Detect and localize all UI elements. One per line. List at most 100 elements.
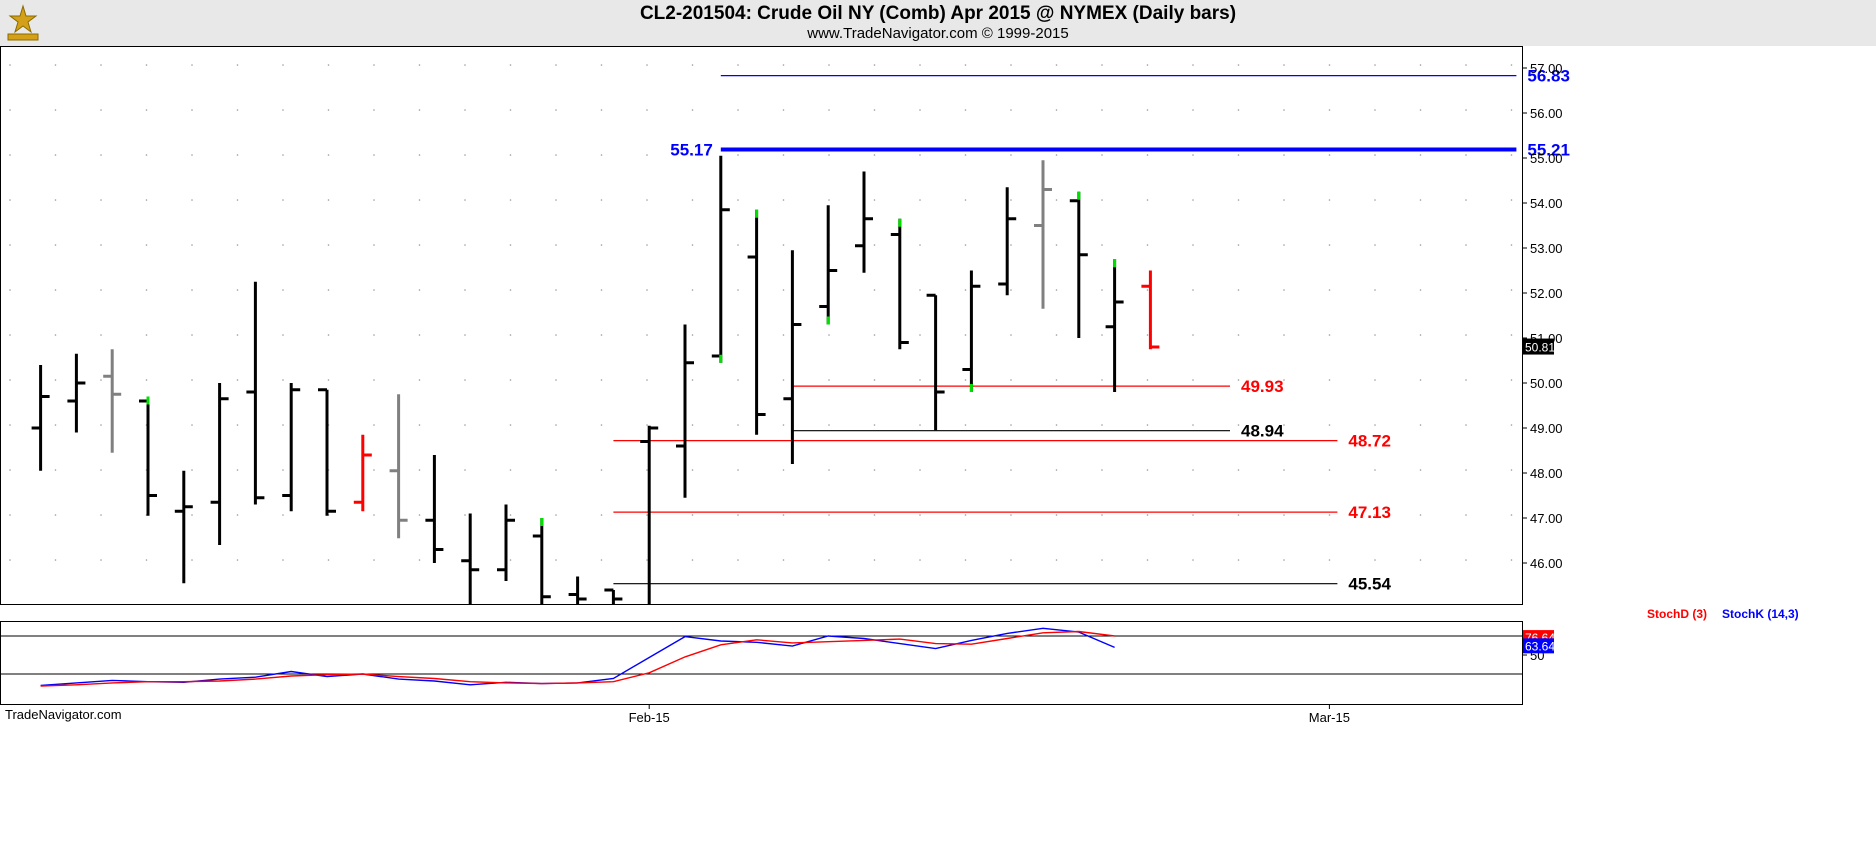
grid-dot bbox=[1192, 469, 1194, 471]
grid-dot bbox=[464, 244, 466, 246]
grid-dot bbox=[236, 469, 239, 471]
grid-dot bbox=[191, 64, 193, 66]
grid-dot bbox=[282, 289, 284, 291]
grid-dot bbox=[145, 334, 148, 336]
grid-dot bbox=[828, 334, 830, 336]
grid-dot bbox=[1283, 289, 1285, 291]
chart-title: CL2-201504: Crude Oil NY (Comb) Apr 2015… bbox=[639, 3, 1237, 24]
ohlc-bar bbox=[174, 470, 193, 584]
grid-dot bbox=[1283, 514, 1285, 516]
grid-dot bbox=[145, 109, 148, 111]
grid-dot bbox=[9, 379, 11, 381]
grid-dot bbox=[1055, 334, 1058, 336]
grid-dot bbox=[1283, 424, 1285, 426]
grid-dot bbox=[782, 244, 785, 246]
grid-dot bbox=[600, 154, 603, 156]
grid-dot bbox=[1146, 559, 1149, 561]
grid-dot bbox=[373, 379, 375, 381]
grid-dot bbox=[1237, 154, 1240, 156]
grid-dot bbox=[9, 244, 11, 246]
grid-dot bbox=[236, 244, 239, 246]
grid-dot bbox=[1055, 154, 1058, 156]
x-axis-area bbox=[0, 706, 1876, 863]
grid-dot bbox=[1510, 199, 1513, 201]
grid-dot bbox=[1374, 289, 1376, 291]
ohlc-bar bbox=[246, 281, 265, 505]
grid-dot bbox=[737, 559, 739, 561]
grid-dot bbox=[418, 109, 421, 111]
grid-dot bbox=[1192, 514, 1194, 516]
grid-dot bbox=[1283, 469, 1285, 471]
grid-dot bbox=[282, 64, 284, 66]
grid-dot bbox=[1146, 289, 1149, 291]
grid-dot bbox=[1237, 109, 1240, 111]
grid-dot bbox=[1101, 109, 1103, 111]
grid-dot bbox=[782, 379, 785, 381]
grid-dot bbox=[236, 379, 239, 381]
grid-dot bbox=[964, 424, 967, 426]
grid-dot bbox=[1237, 334, 1240, 336]
grid-dot bbox=[327, 199, 330, 201]
grid-dot bbox=[1419, 289, 1422, 291]
grid-dot bbox=[919, 244, 921, 246]
grid-dot bbox=[418, 424, 421, 426]
grid-dot bbox=[100, 109, 102, 111]
grid-dot bbox=[873, 334, 876, 336]
grid-dot bbox=[600, 469, 603, 471]
grid-dot bbox=[100, 64, 102, 66]
grid-dot bbox=[1192, 199, 1194, 201]
grid-dot bbox=[1465, 424, 1467, 426]
grid-dot bbox=[964, 559, 967, 561]
ohlc-bar bbox=[318, 388, 336, 516]
grid-dot bbox=[1465, 559, 1467, 561]
price-axis-label: 48.00 bbox=[1530, 466, 1563, 481]
grid-dot bbox=[1328, 334, 1331, 336]
grid-dot bbox=[1010, 469, 1012, 471]
grid-dot bbox=[1465, 64, 1467, 66]
ohlc-bar bbox=[819, 205, 838, 325]
grid-dot bbox=[1510, 424, 1513, 426]
grid-dot bbox=[464, 289, 466, 291]
grid-dot bbox=[1010, 109, 1012, 111]
grid-dot bbox=[1101, 469, 1103, 471]
grid-dot bbox=[646, 469, 648, 471]
grid-dot bbox=[1010, 559, 1012, 561]
grid-dot bbox=[100, 199, 102, 201]
grid-dot bbox=[282, 424, 284, 426]
grid-dot bbox=[964, 244, 967, 246]
price-axis-label: 47.00 bbox=[1530, 511, 1563, 526]
grid-dot bbox=[1146, 154, 1149, 156]
ohlc-bar bbox=[747, 209, 766, 435]
grid-dot bbox=[919, 334, 921, 336]
grid-dot bbox=[1055, 109, 1058, 111]
grid-dot bbox=[1510, 289, 1513, 291]
grid-dot bbox=[555, 154, 557, 156]
grid-dot bbox=[191, 244, 193, 246]
grid-dot bbox=[1419, 154, 1422, 156]
grid-dot bbox=[1465, 334, 1467, 336]
grid-dot bbox=[1101, 64, 1103, 66]
last-price-box bbox=[1523, 338, 1554, 355]
grid-dot bbox=[1465, 469, 1467, 471]
grid-dot bbox=[1374, 199, 1376, 201]
level-label: 45.54 bbox=[1348, 575, 1391, 594]
grid-dot bbox=[191, 514, 193, 516]
grid-dot bbox=[828, 109, 830, 111]
grid-dot bbox=[873, 199, 876, 201]
grid-dot bbox=[100, 469, 102, 471]
price-axis-label: 52.00 bbox=[1530, 286, 1563, 301]
grid-dot bbox=[509, 244, 512, 246]
grid-dot bbox=[691, 289, 694, 291]
stoch-legend-item: StochK (14,3) bbox=[1722, 607, 1799, 621]
grid-dot bbox=[236, 514, 239, 516]
grid-dot bbox=[464, 109, 466, 111]
grid-dot bbox=[1419, 379, 1422, 381]
ohlc-bar bbox=[497, 504, 515, 581]
grid-dot bbox=[1374, 244, 1376, 246]
grid-dot bbox=[418, 244, 421, 246]
grid-dot bbox=[100, 154, 102, 156]
ohlc-bar bbox=[532, 518, 551, 604]
grid-dot bbox=[1328, 154, 1331, 156]
grid-dot bbox=[509, 334, 512, 336]
grid-dot bbox=[1419, 244, 1422, 246]
